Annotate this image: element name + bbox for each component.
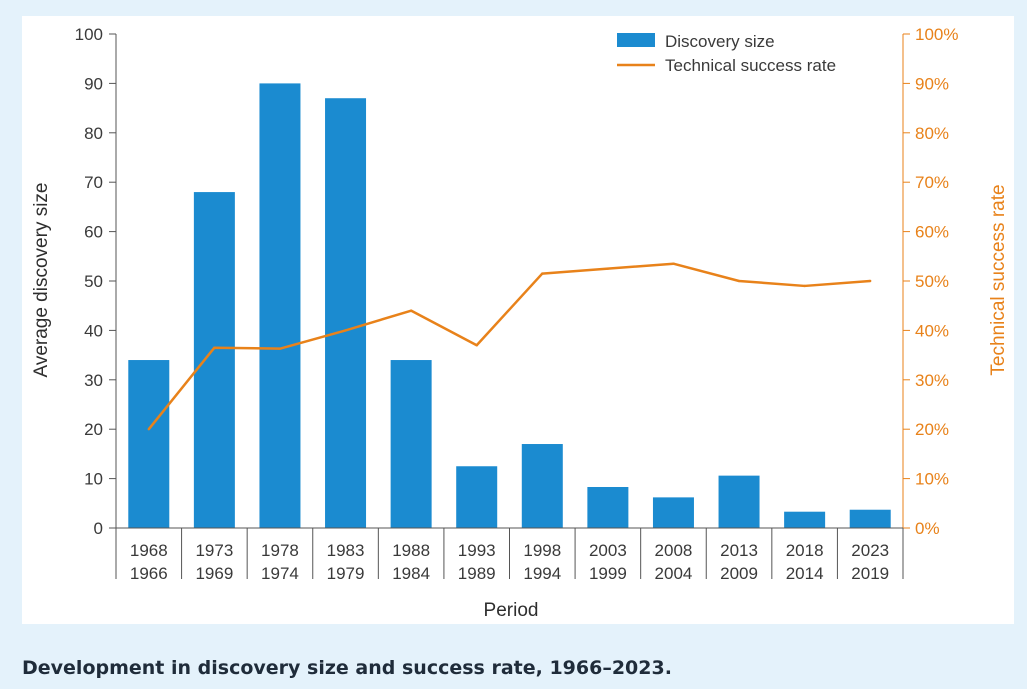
y2-tick-label-8: 80% xyxy=(915,124,949,143)
bar-2 xyxy=(259,83,301,529)
x-axis-title: Period xyxy=(484,600,539,621)
x-tick-label-9-end: 2013 xyxy=(720,541,758,560)
y-tick-label-9: 90 xyxy=(84,74,103,93)
bar-3 xyxy=(325,98,367,528)
x-tick-label-2-start: 1974 xyxy=(261,564,299,583)
bar-0 xyxy=(128,360,170,528)
x-tick-label-5-end: 1993 xyxy=(458,541,496,560)
bar-1 xyxy=(193,192,235,528)
bar-6 xyxy=(521,444,563,528)
legend-label-line: Technical success rate xyxy=(665,56,836,75)
combo-chart: 0 10 20 30 40 50 60 70 80 90 100 0% 10% 20% 30% 40% 50% 6… xyxy=(31,25,1009,621)
x-tick-label-8-start: 2004 xyxy=(655,564,693,583)
line-point-0 xyxy=(147,428,150,431)
y-tick-label-0: 0 xyxy=(94,519,103,538)
legend: Discovery size Technical success rate xyxy=(617,32,836,75)
y2-tick-label-3: 30% xyxy=(915,371,949,390)
legend-swatch-bar xyxy=(617,33,655,47)
x-tick-label-0-start: 1966 xyxy=(130,564,168,583)
y-tick-label-8: 80 xyxy=(84,124,103,143)
bar-8 xyxy=(652,497,694,528)
x-tick-label-6-start: 1994 xyxy=(523,564,561,583)
line-point-4 xyxy=(409,309,413,312)
x-tick-label-11-end: 2023 xyxy=(851,541,889,560)
y2-tick-label-6: 60% xyxy=(915,223,949,242)
x-tick-label-4-start: 1984 xyxy=(392,564,430,583)
x-tick-label-5-start: 1989 xyxy=(458,564,496,583)
x-tick-label-10-end: 2018 xyxy=(786,541,824,560)
y-tick-label-10: 100 xyxy=(75,25,103,44)
line-point-5 xyxy=(475,344,478,347)
x-tick-label-0-end: 1968 xyxy=(130,541,168,560)
chart-panel: 0 10 20 30 40 50 60 70 80 90 100 0% 10% 20% 30% 40% 50% 6… xyxy=(22,16,1014,624)
y-tick-label-4: 40 xyxy=(84,321,103,340)
x-tick-label-3-start: 1979 xyxy=(327,564,365,583)
x-tick-label-11-start: 2019 xyxy=(851,564,889,583)
y-tick-label-5: 50 xyxy=(84,272,103,291)
bar-5 xyxy=(456,466,498,528)
y2-tick-label-10: 100% xyxy=(915,25,958,44)
line-point-1 xyxy=(213,346,216,349)
legend-label-bar: Discovery size xyxy=(665,32,775,51)
y2-tick-label-4: 40% xyxy=(915,321,949,340)
bar-10 xyxy=(784,511,826,528)
bar-9 xyxy=(718,475,760,528)
y-tick-label-1: 10 xyxy=(84,470,103,489)
line-point-11 xyxy=(869,279,872,283)
y2-tick-label-7: 70% xyxy=(915,173,949,192)
x-tick-label-6-end: 1998 xyxy=(523,541,561,560)
line-point-8 xyxy=(672,262,675,265)
x-tick-label-7-end: 2003 xyxy=(589,541,627,560)
axes-layer: 0 10 20 30 40 50 60 70 80 90 100 0% 10% 20% 30% 40% 50% 6… xyxy=(75,25,959,583)
y2-tick-label-5: 50% xyxy=(915,272,949,291)
y2-tick-label-2: 20% xyxy=(915,420,949,439)
x-tick-label-8-end: 2008 xyxy=(655,541,693,560)
line-layer xyxy=(147,262,872,431)
y-tick-label-6: 60 xyxy=(84,223,103,242)
x-tick-label-1-end: 1973 xyxy=(195,541,233,560)
x-tick-label-1-start: 1969 xyxy=(195,564,233,583)
y2-axis-title: Technical success rate xyxy=(988,184,1009,375)
x-tick-label-2-end: 1978 xyxy=(261,541,299,560)
line-point-2 xyxy=(278,347,282,350)
y2-tick-label-0: 0% xyxy=(915,519,940,538)
x-tick-label-4-end: 1988 xyxy=(392,541,430,560)
x-tick-label-10-start: 2014 xyxy=(786,564,824,583)
y2-tick-label-9: 90% xyxy=(915,74,949,93)
y2-tick-label-1: 10% xyxy=(915,470,949,489)
bars-layer xyxy=(128,83,891,529)
bar-4 xyxy=(390,360,432,528)
figure-caption: Development in discovery size and succes… xyxy=(22,657,672,679)
x-tick-label-9-start: 2009 xyxy=(720,564,758,583)
y-tick-label-2: 20 xyxy=(84,420,103,439)
line-point-9 xyxy=(737,279,741,283)
line-point-6 xyxy=(541,272,544,275)
line-point-3 xyxy=(344,329,347,332)
y-axis-title: Average discovery size xyxy=(31,182,52,377)
line-point-7 xyxy=(606,267,610,270)
line-point-10 xyxy=(803,284,806,288)
y-tick-label-3: 30 xyxy=(84,371,103,390)
x-tick-label-7-start: 1999 xyxy=(589,564,627,583)
x-tick-label-3-end: 1983 xyxy=(327,541,365,560)
y-tick-label-7: 70 xyxy=(84,173,103,192)
success-rate-line xyxy=(147,262,871,430)
bar-11 xyxy=(849,509,891,528)
bar-7 xyxy=(587,486,629,528)
